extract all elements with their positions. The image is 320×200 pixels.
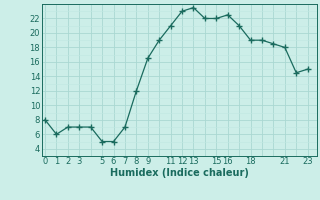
X-axis label: Humidex (Indice chaleur): Humidex (Indice chaleur) bbox=[110, 168, 249, 178]
